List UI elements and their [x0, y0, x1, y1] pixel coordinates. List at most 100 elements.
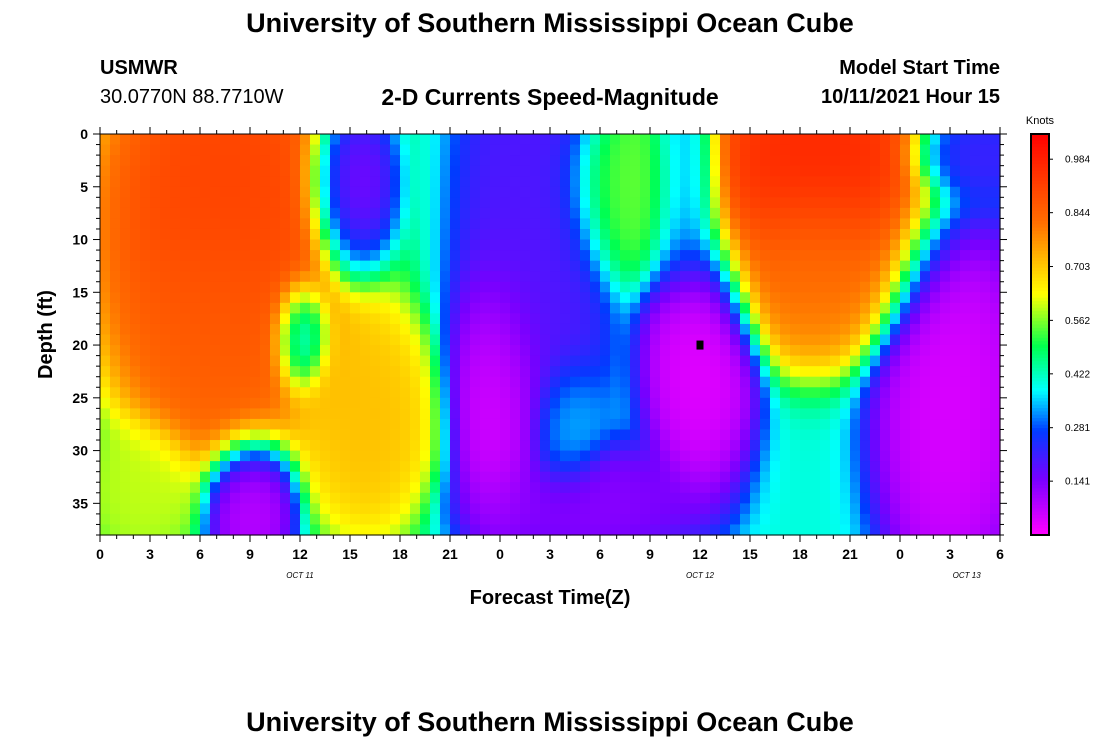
heatmap-cell [150, 471, 161, 483]
heatmap-cell [110, 260, 121, 272]
heatmap-cell [740, 302, 751, 314]
heatmap-cell [580, 218, 591, 230]
heatmap-cell [950, 323, 961, 336]
heatmap-cell [780, 418, 791, 431]
colorbar-step [1031, 491, 1049, 496]
heatmap-cell [230, 250, 241, 262]
heatmap-cell [710, 440, 721, 452]
heatmap-cell [140, 228, 151, 241]
heatmap-cell [550, 513, 561, 526]
heatmap-cell [390, 197, 401, 209]
heatmap-cell [770, 323, 781, 336]
colorbar-step [1031, 357, 1049, 362]
heatmap-cell [560, 134, 571, 146]
heatmap-cell [410, 260, 421, 272]
heatmap-cell [140, 271, 151, 283]
heatmap-cell [420, 302, 431, 314]
heatmap-cell [320, 429, 331, 441]
heatmap-cell [610, 513, 621, 526]
heatmap-cell [910, 397, 921, 409]
heatmap-cell [510, 207, 521, 220]
heatmap-cell [940, 323, 951, 336]
heatmap-cell [180, 461, 191, 473]
heatmap-cell [620, 471, 631, 483]
heatmap-cell [130, 228, 141, 241]
heatmap-cell [970, 355, 981, 367]
heatmap-cell [820, 271, 831, 283]
heatmap-cell [360, 471, 371, 483]
heatmap-cell [210, 218, 221, 230]
heatmap-cell [910, 165, 921, 177]
heatmap-cell [120, 429, 131, 441]
heatmap-cell [240, 387, 251, 399]
heatmap-cell [650, 218, 661, 230]
heatmap-cell [520, 165, 531, 177]
heatmap-cell [430, 323, 441, 336]
heatmap-cell [810, 376, 821, 388]
heatmap-cell [870, 260, 881, 272]
heatmap-cell [500, 155, 511, 167]
heatmap-cell [990, 207, 1001, 220]
heatmap-cell [800, 376, 811, 388]
heatmap-cell [510, 471, 521, 483]
heatmap-cell [500, 313, 511, 325]
page-title-top: University of Southern Mississippi Ocean… [246, 8, 854, 38]
heatmap-cell [670, 355, 681, 367]
heatmap-cell [380, 450, 391, 462]
heatmap-cell [890, 418, 901, 431]
heatmap-cell [700, 524, 711, 536]
heatmap-cell [780, 355, 791, 367]
heatmap-cell [550, 302, 561, 314]
heatmap-cell [260, 450, 271, 462]
heatmap-cell [810, 524, 821, 536]
heatmap-cell [760, 292, 771, 304]
heatmap-cell [180, 302, 191, 314]
heatmap-cell [710, 524, 721, 536]
heatmap-cell [520, 292, 531, 304]
heatmap-cell [220, 144, 231, 156]
heatmap-cell [900, 345, 911, 357]
heatmap-cell [880, 176, 891, 188]
heatmap-cell [820, 250, 831, 262]
heatmap-cell [210, 387, 221, 399]
heatmap-cell [850, 271, 861, 283]
heatmap-cell [390, 524, 401, 536]
heatmap-cell [570, 313, 581, 325]
heatmap-cell [360, 429, 371, 441]
heatmap-cell [580, 228, 591, 241]
heatmap-cell [860, 218, 871, 230]
heatmap-cell [590, 176, 601, 188]
heatmap-cell [170, 239, 181, 251]
heatmap-cell [410, 429, 421, 441]
heatmap-cell [200, 186, 211, 198]
heatmap-cell [970, 524, 981, 536]
heatmap-cell [280, 345, 291, 357]
heatmap-cell [190, 503, 201, 515]
heatmap-cell [110, 186, 121, 198]
heatmap-cell [310, 482, 321, 494]
heatmap-cell [340, 397, 351, 409]
heatmap-cell [690, 218, 701, 230]
heatmap-cell [360, 440, 371, 452]
heatmap-cell [410, 313, 421, 325]
heatmap-cell [530, 397, 541, 409]
heatmap-cell [770, 165, 781, 177]
heatmap-cell [350, 397, 361, 409]
heatmap-cell [120, 218, 131, 230]
heatmap-cell [700, 218, 711, 230]
heatmap-cell [860, 176, 871, 188]
heatmap-cell [350, 239, 361, 251]
heatmap-cell [100, 239, 111, 251]
heatmap-cell [800, 218, 811, 230]
heatmap-cell [460, 271, 471, 283]
heatmap-cell [560, 513, 571, 526]
heatmap-cell [270, 313, 281, 325]
heatmap-cell [430, 418, 441, 431]
heatmap-cell [120, 408, 131, 420]
heatmap-cell [810, 429, 821, 441]
heatmap-cell [290, 345, 301, 357]
x-axis-title: Forecast Time(Z) [470, 587, 631, 609]
heatmap-cell [220, 513, 231, 526]
heatmap-cell [210, 313, 221, 325]
heatmap-cell [720, 207, 731, 220]
